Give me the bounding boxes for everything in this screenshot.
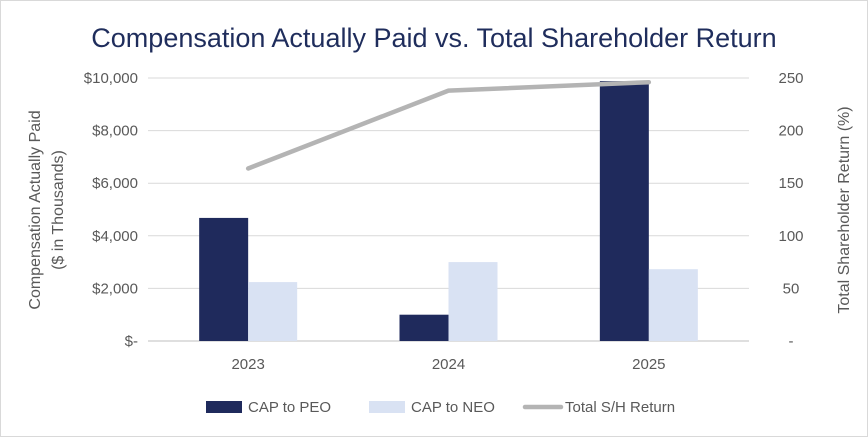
bar-cap-to-peo-2023 bbox=[199, 217, 249, 341]
legend-swatch-cap-to-peo bbox=[206, 401, 242, 413]
x-tick-label: 2024 bbox=[432, 356, 465, 373]
legend-label-total-s-h-return: Total S/H Return bbox=[565, 399, 675, 416]
y-tick-label: $4,000 bbox=[92, 228, 138, 245]
y-tick-label: $10,000 bbox=[84, 70, 138, 87]
legend-swatch-cap-to-neo bbox=[369, 401, 405, 413]
bar-series bbox=[199, 81, 698, 341]
x-tick-label: 2023 bbox=[231, 356, 264, 373]
y2-tick-label: 100 bbox=[778, 228, 803, 245]
line-total-sh-return bbox=[245, 79, 652, 171]
y-tick-label: $8,000 bbox=[92, 123, 138, 140]
y2-axis-title: Total Shareholder Return (%) bbox=[836, 106, 853, 313]
y2-tick-label: 50 bbox=[783, 280, 800, 297]
y-tick-label: $- bbox=[125, 333, 138, 350]
legend: CAP to PEO CAP to NEO Total S/H Return bbox=[206, 399, 675, 416]
legend-label-cap-to-neo: CAP to NEO bbox=[411, 399, 495, 416]
y2-tick-label: 150 bbox=[778, 175, 803, 192]
bar-cap-to-neo-2024 bbox=[448, 262, 498, 341]
y-axis-title: Compensation Actually Paid bbox=[27, 110, 44, 309]
y-tick-label: $6,000 bbox=[92, 175, 138, 192]
line-series bbox=[245, 79, 652, 171]
y2-tick-label: - bbox=[789, 333, 794, 350]
axes: $- $2,000 $4,000 $6,000 $8,000 $10,000 - 50 100 1… bbox=[84, 70, 804, 373]
bar-cap-to-neo-2023 bbox=[248, 282, 298, 341]
bar-cap-to-peo-2025 bbox=[599, 81, 649, 341]
bar-cap-to-peo-2024 bbox=[399, 314, 449, 341]
legend-label-cap-to-peo: CAP to PEO bbox=[248, 399, 331, 416]
y2-tick-label: 250 bbox=[778, 70, 803, 87]
y-axis-subtitle: ($ in Thousands) bbox=[50, 150, 67, 270]
chart-title: Compensation Actually Paid vs. Total Sha… bbox=[91, 23, 776, 53]
y-tick-label: $2,000 bbox=[92, 280, 138, 297]
x-tick-label: 2025 bbox=[632, 356, 665, 373]
y2-tick-label: 200 bbox=[778, 123, 803, 140]
bar-cap-to-neo-2025 bbox=[648, 269, 698, 341]
